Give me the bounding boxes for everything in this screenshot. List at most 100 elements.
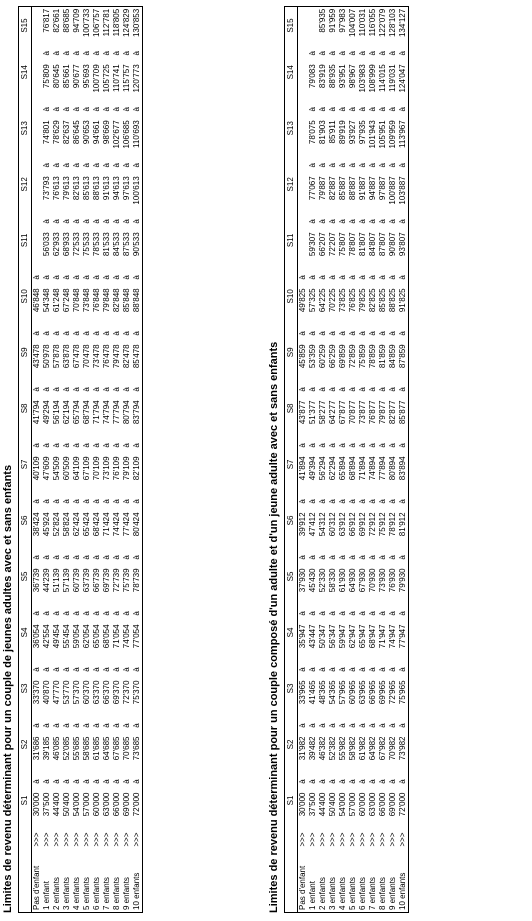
value-cell: 46'382 [318,736,327,761]
separator-a: à [52,219,61,224]
value-cell: 63'000 [102,792,111,817]
separator-a: à [132,387,141,392]
separator-a: à [62,443,71,448]
separator-a: à [82,275,91,280]
separator-a: à [378,779,387,784]
value-cell: 103'887 [398,176,407,205]
value-cell: 82'478 [122,344,131,369]
value-cell: 93'927 [348,120,357,145]
separator-a: à [82,107,91,112]
separator-a: à [298,779,307,784]
column-header: S11 [18,212,32,269]
separator-a: à [72,51,81,56]
value-cell [32,6,43,44]
separator-a: à [318,107,327,112]
separator-a: à [122,443,131,448]
value-cell: 70'109 [92,456,101,481]
separator-a: à [82,555,91,560]
value-cell: 79'109 [122,456,131,481]
value-cell: 41'794 [32,400,41,425]
separator-a: à [62,51,71,56]
value-cell: 115'757 [122,64,131,92]
separator-a: à [112,51,121,56]
separator-a: à [42,443,51,448]
value-cell: 86'645 [72,120,81,145]
separator-a: à [308,107,317,112]
value-cell: 54'000 [72,792,81,817]
row-label: 2 enfants [52,877,61,910]
table-row: 1 enfant >>> 37'500 à 39'185 à 40'870 à 42'554 à 4… [42,6,52,912]
value-cell: 106'757 [92,8,101,38]
table1-title: Limites de revenu déterminant pour un co… [2,464,14,913]
value-cell [298,174,309,212]
row-marker: >>> [388,832,397,847]
separator-a: à [52,723,61,728]
separator-a: à [318,723,327,728]
separator-a: à [32,555,41,560]
separator-a: à [308,667,317,672]
value-cell: 55'454 [62,624,71,649]
row-label: 1 enfant [42,881,51,910]
row-label: 4 enfants [72,877,81,910]
value-cell [32,62,43,100]
separator-a: à [328,667,337,672]
value-cell [298,6,309,44]
value-cell: 66'000 [112,792,121,817]
separator-a: à [328,331,337,336]
separator-a: à [112,443,121,448]
separator-a: à [358,331,367,336]
value-cell: 62'294 [328,456,337,481]
value-cell: 37'930 [298,568,307,593]
separator-a: à [388,443,397,448]
value-cell: 62'424 [72,512,81,537]
column-header: S15 [18,6,32,45]
value-cell: 69'000 [388,792,397,817]
row-label: 5 enfants [348,877,357,910]
row-marker: >>> [308,832,317,847]
separator-a: à [398,387,407,392]
value-cell: 91'825 [398,288,407,313]
value-cell: 100'733 [82,8,91,38]
separator-a: à [378,723,387,728]
value-cell: 94'613 [112,176,121,201]
value-cell: 78'629 [52,120,61,145]
separator-a: à [82,331,91,336]
value-cell: 69'859 [338,344,347,369]
value-cell: 65'424 [82,512,91,537]
value-cell: 38'424 [32,512,41,537]
value-cell: 128'103 [388,8,397,38]
value-cell: 72'370 [122,680,131,705]
table-row: 2 enfants >>> 44'400 à 46'382 à 48'365 à 50'347 à… [318,6,328,912]
separator-a: à [122,331,131,336]
separator-a: à [338,555,347,560]
column-header: S10 [18,268,32,325]
column-header: S8 [18,380,32,437]
separator-a: à [398,163,407,168]
separator-a: à [132,219,141,224]
value-cell: 90'533 [132,232,141,257]
value-cell: 45'430 [308,568,317,593]
value-cell: 112'781 [102,8,111,37]
table-row: 7 enfants >>> 63'000 à 64'685 à 66'370 à 68'054 à… [102,6,112,912]
separator-a: à [398,667,407,672]
value-cell: 82'661 [52,8,61,33]
separator-a: à [92,443,101,448]
row-label: 7 enfants [368,877,377,910]
separator-a: à [132,499,141,504]
separator-a: à [102,275,111,280]
table-row: 3 enfants >>> 50'400 à 52'382 à 54'365 à 56'347 à… [328,6,338,912]
value-cell: 73'877 [358,400,367,425]
value-cell: 74'054 [122,624,131,649]
row-marker: >>> [92,832,101,847]
table-row: 10 enfants >>> 72'000 à 73'982 à 75'965 à 77'947… [398,6,409,912]
separator-a: à [368,611,377,616]
separator-a: à [378,667,387,672]
separator-a: à [328,723,337,728]
value-cell: 59'054 [72,624,81,649]
value-cell: 69'739 [102,568,111,593]
column-header: S3 [284,660,298,717]
value-cell: 124'829 [122,8,131,38]
separator-a: à [338,219,347,224]
separator-a: à [62,387,71,392]
